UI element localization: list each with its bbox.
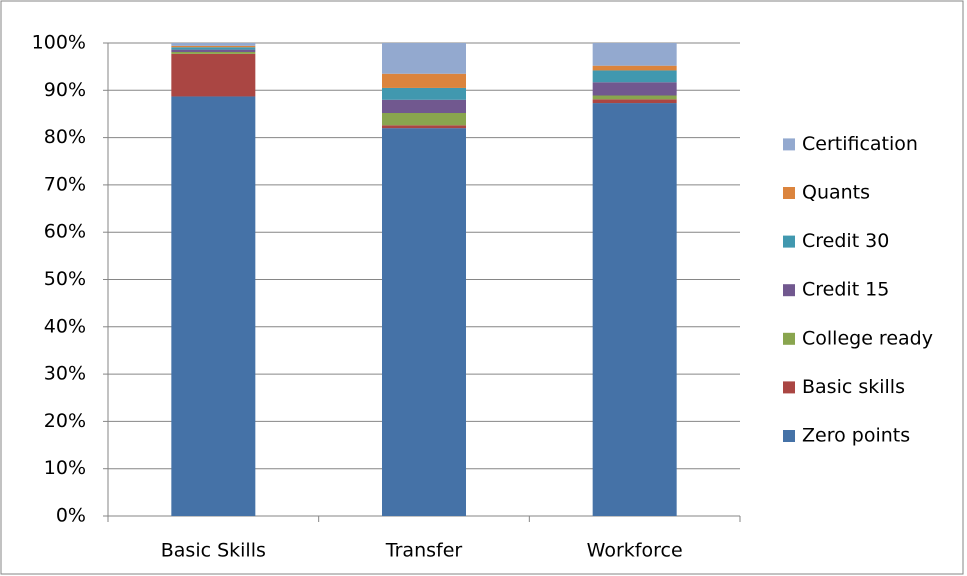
legend-swatch — [783, 430, 795, 442]
bar-segment — [382, 125, 466, 129]
bar-segment — [171, 96, 256, 516]
legend-swatch — [783, 138, 795, 151]
bar-segment — [382, 87, 466, 100]
bar-segment — [382, 73, 466, 88]
bar-segment — [382, 128, 466, 516]
legend-swatch — [783, 381, 795, 394]
y-tick-label: 90% — [44, 79, 86, 101]
y-tick-label: 0% — [56, 505, 86, 527]
y-tick-label: 70% — [44, 173, 86, 195]
bar-segment — [592, 99, 677, 104]
legend-label: Basic skills — [802, 376, 905, 398]
legend-label: Certification — [802, 133, 918, 155]
bar-segment — [171, 53, 256, 97]
legend-label: Quants — [802, 182, 870, 204]
bar-segment — [171, 45, 256, 48]
legend-swatch — [783, 332, 795, 345]
y-tick-label: 100% — [32, 32, 86, 54]
bar-segment — [171, 49, 256, 52]
y-tick-label: 80% — [44, 126, 86, 148]
y-tick-label: 10% — [44, 457, 86, 479]
y-tick-label: 60% — [44, 221, 86, 243]
x-tick-label: Workforce — [587, 540, 683, 562]
legend-swatch — [783, 284, 795, 297]
legend-label: Credit 30 — [802, 230, 889, 252]
bar-segment — [382, 113, 466, 126]
bar-segment — [592, 70, 677, 83]
bar-segment — [592, 65, 677, 71]
legend-label: College ready — [802, 327, 933, 349]
x-tick-label: Transfer — [385, 540, 463, 562]
legend-label: Zero points — [802, 425, 910, 447]
legend-swatch — [783, 187, 795, 199]
bar-segment — [171, 51, 256, 54]
y-tick-label: 50% — [44, 268, 86, 290]
bar-segment — [592, 95, 677, 100]
y-tick-label: 40% — [44, 315, 86, 337]
legend-label: Credit 15 — [802, 279, 889, 301]
bar-segment — [382, 99, 466, 114]
bar-segment — [171, 43, 256, 46]
y-tick-label: 20% — [44, 410, 86, 432]
legend-swatch — [783, 235, 795, 248]
x-tick-label: Basic Skills — [161, 540, 266, 562]
y-tick-label: 30% — [44, 363, 86, 385]
bar-segment — [171, 47, 256, 50]
bar-segment — [592, 103, 677, 517]
bar-segment — [592, 43, 677, 66]
bar-segment — [592, 82, 677, 96]
bar-segment — [382, 43, 466, 74]
